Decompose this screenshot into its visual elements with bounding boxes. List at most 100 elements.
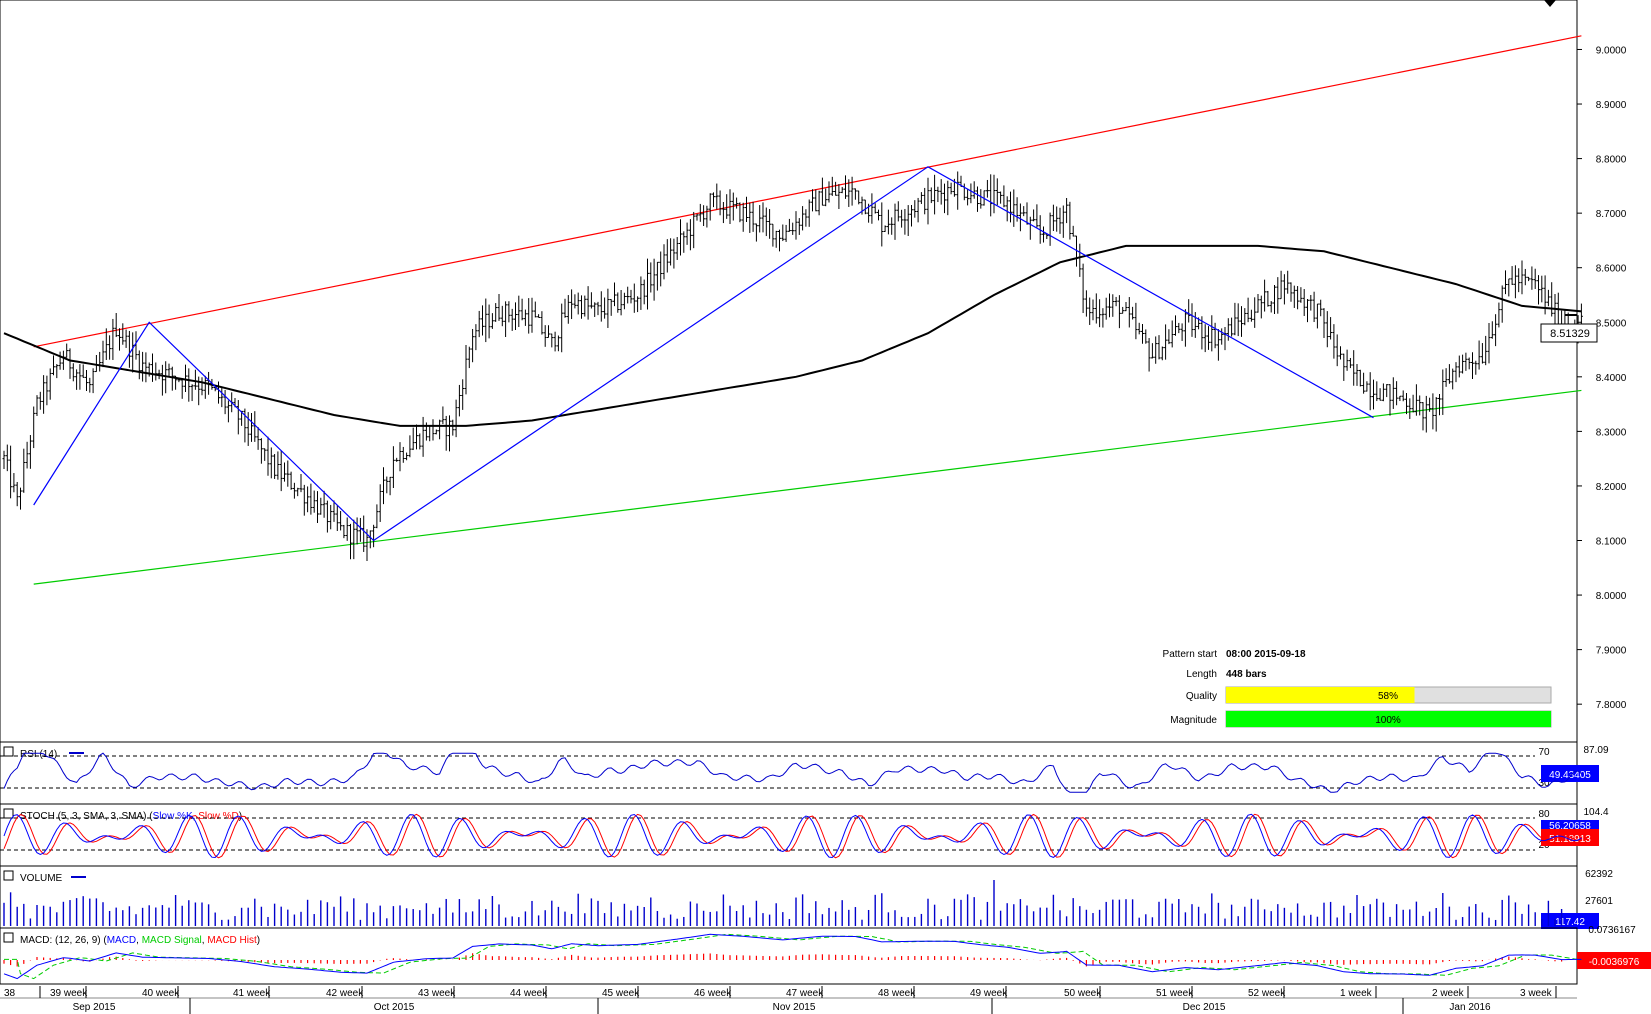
ohlc-bar [820, 177, 824, 206]
ohlc-bar [1051, 204, 1055, 232]
ohlc-bar [481, 305, 484, 336]
price-tick-label: 8.4000 [1596, 373, 1627, 384]
ohlc-bar [556, 335, 560, 352]
ohlc-bar [985, 179, 989, 198]
ohlc-bar [395, 457, 399, 462]
ohlc-bar [695, 213, 699, 221]
price-tick-label: 9.1000 [1596, 0, 1627, 2]
ohlc-bar [1226, 318, 1230, 341]
ohlc-bar [913, 200, 917, 218]
stoch-close-icon[interactable] [3, 808, 14, 819]
month-label: Jan 2016 [1449, 1002, 1491, 1013]
ohlc-bar [573, 294, 577, 309]
ohlc-bar [1447, 364, 1451, 384]
ohlc-bar [1471, 352, 1474, 379]
ohlc-bar [708, 193, 712, 221]
ohlc-bar [15, 481, 19, 507]
ohlc-bar [9, 445, 13, 499]
ohlc-bar [408, 435, 412, 458]
ohlc-bar [1480, 343, 1484, 364]
ohlc-bar [349, 523, 352, 560]
ohlc-bar [1012, 189, 1016, 227]
ohlc-bar [692, 211, 696, 249]
ohlc-bar [1530, 266, 1534, 290]
ohlc-bar [566, 295, 570, 324]
ohlc-bar [1256, 293, 1260, 313]
ohlc-bar [754, 223, 758, 242]
ohlc-bar [1207, 326, 1210, 350]
ohlc-bar [919, 192, 923, 204]
macd-close-icon[interactable] [3, 932, 14, 943]
ohlc-bar [537, 314, 541, 318]
ohlc-bar [966, 188, 970, 206]
ohlc-bar [609, 299, 613, 316]
ohlc-bar [804, 209, 808, 227]
stoch-k-legend: Slow %K [153, 811, 193, 822]
ohlc-bar [622, 292, 626, 310]
ohlc-bar [306, 486, 310, 513]
ohlc-bar [167, 363, 171, 378]
ohlc-bar [1441, 369, 1445, 415]
ohlc-bar [1464, 352, 1468, 371]
ohlc-bar [38, 391, 42, 410]
stoch-level-80: 80 [1538, 809, 1550, 820]
ohlc-bar [896, 201, 900, 222]
ohlc-bar [322, 490, 326, 518]
ohlc-bar [1078, 243, 1082, 277]
ohlc-bar [1220, 328, 1224, 345]
ohlc-bar [672, 238, 676, 269]
ohlc-bar [1174, 315, 1177, 336]
ohlc-bar [781, 224, 785, 242]
ohlc-bar [325, 500, 329, 533]
ohlc-bar [85, 370, 88, 391]
ohlc-bar [547, 325, 550, 338]
ohlc-bar [1355, 364, 1359, 386]
volume-close-icon[interactable] [3, 870, 14, 881]
ohlc-bar [1210, 315, 1214, 352]
ohlc-bar [814, 189, 818, 212]
ohlc-bar [1061, 205, 1065, 238]
ohlc-bar [540, 311, 544, 335]
ohlc-bar [1216, 329, 1220, 361]
week-label: 40 week [142, 988, 180, 999]
ohlc-bar [1474, 360, 1478, 375]
ohlc-bar [1058, 207, 1062, 234]
week-label: 39 week [50, 988, 88, 999]
ohlc-bar [226, 400, 230, 423]
ohlc-bar [1520, 260, 1524, 295]
scroll-marker-icon[interactable] [1544, 0, 1556, 7]
svg-text:MACD: (12, 26, 9) (MACD, MACD: MACD: (12, 26, 9) (MACD, MACD Signal, MA… [20, 935, 260, 946]
week-label: 50 week [1064, 988, 1102, 999]
ohlc-bar [649, 262, 653, 293]
svg-text:STOCH (5, 3, SMA, 3, SMA) (Slo: STOCH (5, 3, SMA, 3, SMA) (Slow %K, Slow… [20, 811, 242, 822]
macd-axis-top: 0.0736167 [1588, 925, 1636, 936]
ohlc-bar [702, 205, 706, 226]
ohlc-bar [131, 332, 135, 373]
magnitude-value: 100% [1375, 715, 1401, 726]
ohlc-bar [25, 441, 29, 469]
ohlc-bar [1510, 266, 1514, 285]
ohlc-bar [58, 351, 62, 370]
ohlc-bar [42, 375, 46, 414]
ohlc-bar [1484, 335, 1488, 366]
week-label: 44 week [510, 988, 548, 999]
ohlc-bar [170, 366, 174, 391]
month-label: Oct 2015 [374, 1002, 415, 1013]
ohlc-bar [1487, 322, 1491, 364]
ohlc-bar [1500, 285, 1504, 323]
week-label: 51 week [1156, 988, 1194, 999]
resistance-line [33, 35, 1582, 348]
rsi-close-icon[interactable] [3, 746, 14, 757]
month-label: Dec 2015 [1183, 1002, 1226, 1013]
ohlc-bar [1329, 317, 1333, 340]
ohlc-bar [1042, 226, 1045, 243]
ohlc-bar [1457, 355, 1461, 378]
ohlc-bar [1477, 340, 1481, 370]
ohlc-bar [1249, 309, 1253, 322]
ohlc-bar [484, 298, 488, 343]
ohlc-bar [778, 229, 781, 252]
ohlc-bar [1243, 308, 1247, 326]
ohlc-bar [240, 410, 244, 426]
ohlc-bar [1253, 297, 1257, 328]
ohlc-bar [118, 328, 121, 351]
